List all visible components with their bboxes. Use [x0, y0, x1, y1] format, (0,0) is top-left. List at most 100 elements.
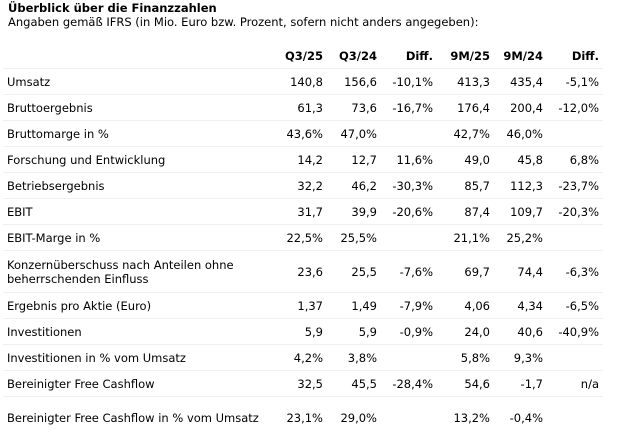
- row-label: Umsatz: [3, 69, 275, 95]
- cell: 47,0%: [327, 121, 381, 147]
- cell: 176,4: [437, 95, 494, 121]
- cell: [547, 121, 603, 147]
- cell: 39,9: [327, 199, 381, 225]
- cell: [547, 397, 603, 438]
- cell: 5,9: [327, 319, 381, 345]
- page: Überblick über die Finanzzahlen Angaben …: [0, 0, 625, 428]
- header-cell: 9M/24: [494, 43, 547, 69]
- cell: -1,7: [494, 371, 547, 397]
- row-label: Investitionen: [3, 319, 275, 345]
- cell: [547, 225, 603, 251]
- cell: 45,8: [494, 147, 547, 173]
- cell: 6,8%: [547, 147, 603, 173]
- cell: [381, 345, 437, 371]
- cell: 25,2%: [494, 225, 547, 251]
- row-label: Konzernüberschuss nach Anteilen ohne beh…: [3, 251, 275, 293]
- header-cell: [3, 43, 275, 69]
- cell: 46,2: [327, 173, 381, 199]
- header-cell: Q3/25: [275, 43, 327, 69]
- row-label: Bruttoergebnis: [3, 95, 275, 121]
- cell: -40,9%: [547, 319, 603, 345]
- cell: 413,3: [437, 69, 494, 95]
- row-label: Bruttomarge in %: [3, 121, 275, 147]
- row-label: Bereinigter Free Cashflow in % vom Umsat…: [3, 397, 275, 438]
- table-row: Bereinigter Free Cashflow in % vom Umsat…: [3, 397, 603, 438]
- cell: -6,5%: [547, 293, 603, 319]
- cell: 13,2%: [437, 397, 494, 438]
- cell: [381, 121, 437, 147]
- table-row: Konzernüberschuss nach Anteilen ohne beh…: [3, 251, 603, 293]
- cell: -10,1%: [381, 69, 437, 95]
- cell: 74,4: [494, 251, 547, 293]
- row-label: Bereinigter Free Cashflow: [3, 371, 275, 397]
- cell: 112,3: [494, 173, 547, 199]
- cell: -0,4%: [494, 397, 547, 438]
- cell: 200,4: [494, 95, 547, 121]
- row-label: EBIT: [3, 199, 275, 225]
- cell: 69,7: [437, 251, 494, 293]
- cell: -12,0%: [547, 95, 603, 121]
- cell: 22,5%: [275, 225, 327, 251]
- cell: n/a: [547, 371, 603, 397]
- cell: 29,0%: [327, 397, 381, 438]
- cell: 14,2: [275, 147, 327, 173]
- cell: 140,8: [275, 69, 327, 95]
- cell: 1,37: [275, 293, 327, 319]
- row-label: Betriebsergebnis: [3, 173, 275, 199]
- cell: -7,6%: [381, 251, 437, 293]
- cell: [381, 397, 437, 438]
- cell: 87,4: [437, 199, 494, 225]
- cell: 32,2: [275, 173, 327, 199]
- cell: -20,3%: [547, 199, 603, 225]
- cell: 5,9: [275, 319, 327, 345]
- row-label: Ergebnis pro Aktie (Euro): [3, 293, 275, 319]
- cell: 156,6: [327, 69, 381, 95]
- cell: 3,8%: [327, 345, 381, 371]
- cell: -28,4%: [381, 371, 437, 397]
- cell: 73,6: [327, 95, 381, 121]
- cell: 61,3: [275, 95, 327, 121]
- cell: 45,5: [327, 371, 381, 397]
- cell: 42,7%: [437, 121, 494, 147]
- cell: 12,7: [327, 147, 381, 173]
- cell: 43,6%: [275, 121, 327, 147]
- cell: -16,7%: [381, 95, 437, 121]
- cell: -0,9%: [381, 319, 437, 345]
- cell: -5,1%: [547, 69, 603, 95]
- cell: -6,3%: [547, 251, 603, 293]
- subtitle: Angaben gemäß IFRS (in Mio. Euro bzw. Pr…: [8, 15, 478, 29]
- cell: 21,1%: [437, 225, 494, 251]
- cell: -7,9%: [381, 293, 437, 319]
- cell: 5,8%: [437, 345, 494, 371]
- cell: 4,06: [437, 293, 494, 319]
- header-cell: 9M/25: [437, 43, 494, 69]
- cell: -30,3%: [381, 173, 437, 199]
- cell: 40,6: [494, 319, 547, 345]
- cell: 23,6: [275, 251, 327, 293]
- cell: -20,6%: [381, 199, 437, 225]
- cell: 54,6: [437, 371, 494, 397]
- cell: 31,7: [275, 199, 327, 225]
- cell: 9,3%: [494, 345, 547, 371]
- cell: 109,7: [494, 199, 547, 225]
- cell: 85,7: [437, 173, 494, 199]
- table-row: EBIT-Marge in %22,5%25,5% 21,1%25,2%: [3, 225, 603, 251]
- header-cell: Diff.: [547, 43, 603, 69]
- cell: 435,4: [494, 69, 547, 95]
- cell: 49,0: [437, 147, 494, 173]
- cell: 25,5: [327, 251, 381, 293]
- row-label: EBIT-Marge in %: [3, 225, 275, 251]
- cell: 25,5%: [327, 225, 381, 251]
- row-label: Investitionen in % vom Umsatz: [3, 345, 275, 371]
- cell: 46,0%: [494, 121, 547, 147]
